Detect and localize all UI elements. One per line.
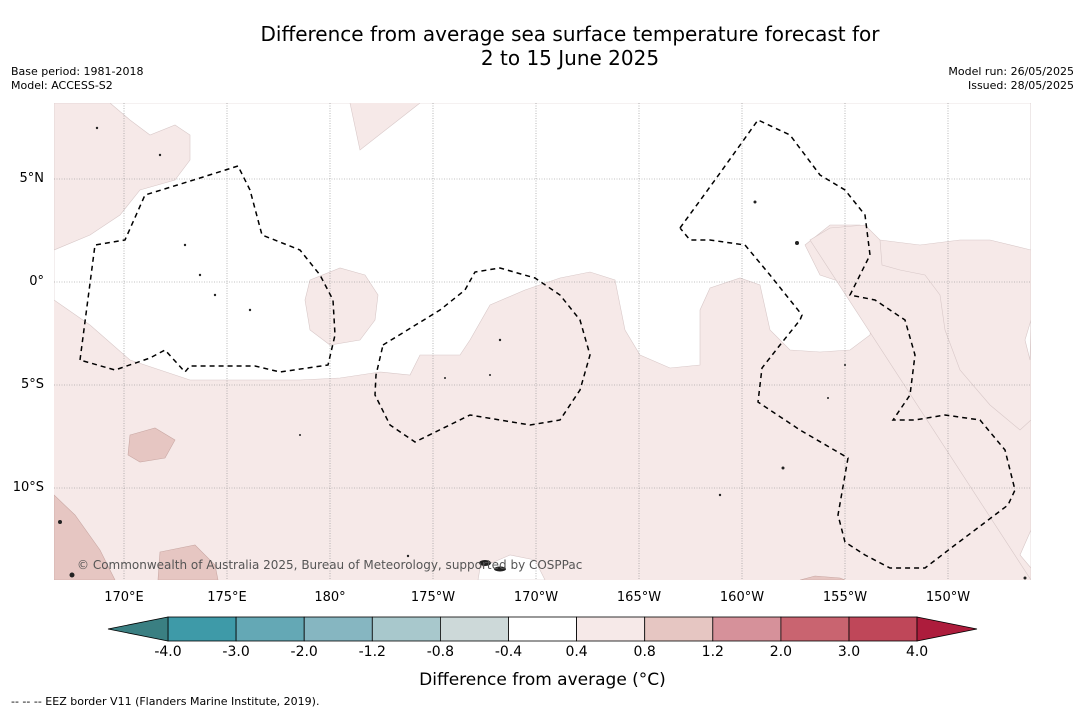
colorbar-segment-10 xyxy=(848,616,918,642)
model-name: Model: ACCESS-S2 xyxy=(11,79,113,92)
neutral-region-central xyxy=(54,103,1031,381)
colorbar-tick-label: 1.2 xyxy=(701,644,724,660)
model-run: Model run: 26/05/2025 xyxy=(948,65,1074,78)
colorbar-segment-0 xyxy=(167,616,237,642)
medium-patch-4 xyxy=(799,575,846,580)
lon-label-150w: 150°W xyxy=(925,590,971,605)
colorbar-segment-2 xyxy=(303,616,373,642)
colorbar-tick-label: 3.0 xyxy=(837,644,861,660)
warm-patch-equator xyxy=(304,267,379,346)
lat-label-5s: 5°S xyxy=(20,377,44,392)
colorbar-segment-7 xyxy=(644,616,714,642)
colorbar-segment-1 xyxy=(235,616,305,642)
colorbar-tick-label: 4.0 xyxy=(905,644,929,660)
medium-patch-1 xyxy=(127,427,176,463)
colorbar-tick-label: -3.0 xyxy=(222,644,250,660)
colorbar-over-arrow xyxy=(916,616,978,642)
title-line-1: Difference from average sea surface temp… xyxy=(260,22,880,46)
colorbar-under-arrow xyxy=(107,616,169,642)
colorbar-tick-label: -2.0 xyxy=(290,644,318,660)
colorbar-tick-label: 0.4 xyxy=(565,644,588,660)
meta-right: Model run: 26/05/2025 Issued: 28/05/2025 xyxy=(948,65,1074,93)
lat-label-10s: 10°S xyxy=(12,480,44,495)
eez-footnote: -- -- -- EEZ border V11 (Flanders Marine… xyxy=(11,695,320,708)
colorbar-label: Difference from average (°C) xyxy=(419,670,666,690)
lon-label-180: 180° xyxy=(314,590,346,605)
neutral-island-east xyxy=(1024,319,1031,361)
colorbar-segment-3 xyxy=(371,616,441,642)
colorbar-tick-label: 0.8 xyxy=(633,644,656,660)
islands xyxy=(58,126,1027,580)
colorbar-tick-label: -1.2 xyxy=(358,644,386,660)
copyright-notice: © Commonwealth of Australia 2025, Bureau… xyxy=(77,558,583,572)
issued-date: Issued: 28/05/2025 xyxy=(967,79,1074,92)
lon-label-170e: 170°E xyxy=(104,590,144,605)
graticule xyxy=(54,103,1031,580)
lat-label-5n: 5°N xyxy=(19,171,45,186)
medium-patch-2 xyxy=(54,494,116,580)
warm-patch-north xyxy=(54,103,191,251)
white-patch-east xyxy=(1019,529,1031,569)
white-patch-south xyxy=(477,554,546,580)
colorbar-segment-8 xyxy=(712,616,782,642)
colorbar-tick-label: -4.0 xyxy=(154,644,182,660)
colorbar-segment-6 xyxy=(576,616,646,642)
eez-borders xyxy=(79,119,1016,569)
colorbar-tick-label: -0.4 xyxy=(494,644,523,660)
lon-label-175w: 175°W xyxy=(410,590,456,605)
eez-phoenix xyxy=(374,267,591,443)
lon-label-155w: 155°W xyxy=(822,590,868,605)
lon-label-170w: 170°W xyxy=(513,590,559,605)
lat-label-0: 0° xyxy=(29,274,44,289)
title-line-2: 2 to 15 June 2025 xyxy=(480,46,660,70)
lon-label-160w: 160°W xyxy=(719,590,765,605)
chart-title: Difference from average sea surface temp… xyxy=(0,22,1085,70)
colorbar-segment-4 xyxy=(439,616,509,642)
meta-left: Base period: 1981-2018 Model: ACCESS-S2 xyxy=(11,65,143,93)
colorbar-tick-label: 2.0 xyxy=(769,644,793,660)
colorbar-segment-5 xyxy=(508,616,577,642)
base-period: Base period: 1981-2018 xyxy=(11,65,144,78)
warm-patch-northeast xyxy=(809,103,1031,580)
colorbar-tick-label: -0.8 xyxy=(426,644,455,660)
medium-patch-3 xyxy=(157,544,219,580)
lon-label-175e: 175°E xyxy=(207,590,247,605)
colorbar-segment-9 xyxy=(780,616,850,642)
lon-label-165w: 165°W xyxy=(616,590,662,605)
